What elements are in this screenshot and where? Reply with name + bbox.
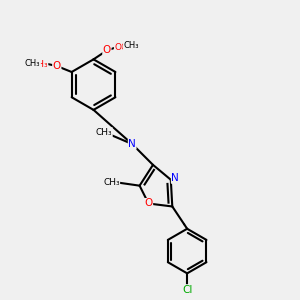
Text: CH₃: CH₃ [25,58,40,68]
Text: CH₃: CH₃ [96,128,112,137]
Text: CH₃: CH₃ [123,41,139,50]
Text: O: O [103,45,111,56]
Text: O: O [53,61,61,71]
Text: Cl: Cl [182,285,192,295]
Text: CH₃: CH₃ [103,178,120,187]
Text: O: O [144,199,153,208]
Text: OCH₃: OCH₃ [24,60,48,69]
Text: N: N [128,139,136,149]
Text: N: N [171,173,179,183]
Text: OCH₃: OCH₃ [114,43,138,52]
